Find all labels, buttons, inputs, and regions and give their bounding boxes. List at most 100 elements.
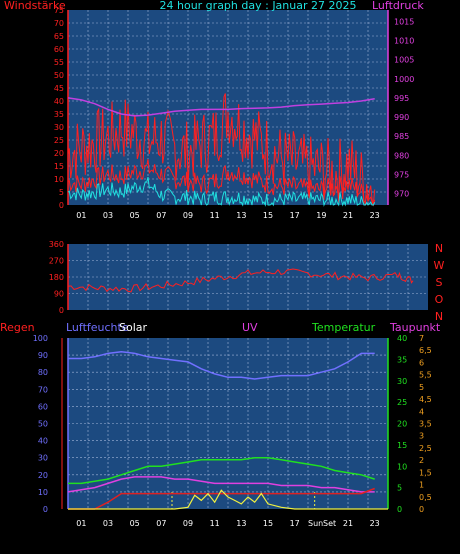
pressure-tick-label: 1010: [394, 37, 414, 46]
dewpoint-line: [67, 476, 375, 493]
compass-label: N: [435, 310, 443, 323]
pressure-tick-label: 980: [394, 151, 409, 160]
wind-x-tick-label: 07: [156, 211, 166, 220]
wind-x-tick-label: 01: [76, 211, 86, 220]
uv-label: UV: [242, 321, 258, 334]
uv-tick-label: 2: [419, 456, 424, 465]
wind-tick-label: 45: [54, 84, 64, 93]
wind-x-tick-label: 11: [210, 211, 220, 220]
compass-label: N: [435, 242, 443, 255]
uv-tick-label: 4: [419, 407, 424, 416]
humidity-tick-label: 80: [38, 368, 48, 377]
uv-tick-label: 6: [419, 358, 424, 367]
compass-label: O: [435, 293, 444, 306]
wind-tick-label: 60: [54, 45, 64, 54]
humidity-tick-label: 20: [38, 471, 48, 480]
direction-tick-label: 90: [54, 290, 64, 299]
temperature-tick-label: 25: [397, 398, 407, 407]
wind-tick-label: 40: [54, 97, 64, 106]
uv-tick-label: 0,5: [419, 493, 432, 502]
humidity-tick-label: 100: [33, 334, 48, 343]
uv-tick-label: 4,5: [419, 395, 432, 404]
wind-tick-label: 70: [54, 19, 64, 28]
temperature-tick-label: 10: [397, 462, 407, 471]
wind-tick-label: 35: [54, 110, 64, 119]
direction-tick-label: 180: [49, 273, 64, 282]
humidity-line: [68, 350, 375, 380]
humidity-tick-label: 40: [38, 437, 48, 446]
uv-tick-label: 1: [419, 481, 424, 490]
solar-label: Solar: [119, 321, 148, 334]
wind-tick-label: 20: [54, 149, 64, 158]
compass-label: S: [436, 276, 443, 289]
wind-tick-label: 5: [59, 188, 64, 197]
compass-label: W: [434, 259, 445, 272]
wind-tick-label: 25: [54, 136, 64, 145]
humidity-tick-label: 90: [38, 351, 48, 360]
pressure-tick-label: 1000: [394, 75, 414, 84]
pressure-tick-label: 975: [394, 170, 409, 179]
solar-line: [68, 489, 388, 510]
wind-tick-label: 0: [59, 201, 64, 210]
wind-tick-label: 65: [54, 32, 64, 41]
humidity-tick-label: 0: [43, 505, 48, 514]
temp-x-tick-label: 13: [236, 519, 246, 528]
wind-axis-title: Windstärke: [4, 0, 66, 12]
wind-gust-line: [67, 93, 376, 206]
temp-x-tick-label: 07: [156, 519, 166, 528]
uv-tick-label: 7: [419, 334, 424, 343]
pressure-tick-label: 990: [394, 113, 409, 122]
wind-tick-label: 10: [54, 175, 64, 184]
pressure-tick-label: 1005: [394, 56, 414, 65]
wind-x-tick-label: 13: [236, 211, 246, 220]
direction-tick-label: 360: [49, 240, 64, 249]
uv-tick-label: 3,5: [419, 420, 432, 429]
temp-x-tick-label: 23: [370, 519, 380, 528]
pressure-line: [67, 97, 375, 117]
wind-tick-label: 55: [54, 58, 64, 67]
temp-x-tick-label: 03: [103, 519, 113, 528]
wind-average-line: [67, 159, 376, 207]
temp-x-tick-label: 05: [130, 519, 140, 528]
pressure-tick-label: 995: [394, 94, 409, 103]
uv-tick-label: 6,5: [419, 346, 432, 355]
temp-x-tick-label: 21: [343, 519, 353, 528]
wind-x-tick-label: 21: [343, 211, 353, 220]
humidity-tick-label: 70: [38, 385, 48, 394]
wind-x-tick-label: 09: [183, 211, 193, 220]
pressure-tick-label: 985: [394, 132, 409, 141]
uv-tick-label: 5,5: [419, 371, 432, 380]
wind-x-tick-label: 15: [263, 211, 273, 220]
temperature-tick-label: 35: [397, 355, 407, 364]
wind-x-tick-label: 03: [103, 211, 113, 220]
temp-x-tick-label: 01: [76, 519, 86, 528]
uv-tick-label: 3: [419, 432, 424, 441]
humidity-label: Luftfeuchte: [66, 321, 129, 334]
humidity-tick-label: 10: [38, 488, 48, 497]
wind-tick-label: 15: [54, 162, 64, 171]
temperature-tick-label: 15: [397, 441, 407, 450]
uv-tick-label: 0: [419, 505, 424, 514]
wind-x-tick-label: 19: [316, 211, 326, 220]
temperature-tick-label: 40: [397, 334, 407, 343]
sunset-label: Set: [323, 519, 336, 528]
rain-label: Regen: [0, 321, 35, 334]
temperature-tick-label: 30: [397, 377, 407, 386]
wind-x-tick-label: 05: [130, 211, 140, 220]
wind-x-tick-label: 23: [370, 211, 380, 220]
wind-direction-line: [67, 268, 414, 293]
wind-tick-label: 30: [54, 123, 64, 132]
pressure-tick-label: 1015: [394, 17, 414, 26]
pressure-tick-label: 970: [394, 190, 409, 199]
temperature-tick-label: 20: [397, 420, 407, 429]
humidity-tick-label: 60: [38, 402, 48, 411]
direction-tick-label: 270: [49, 257, 64, 266]
temp-x-tick-label: 15: [263, 519, 273, 528]
pressure-axis-title: Luftdruck: [372, 0, 424, 12]
wind-tick-label: 50: [54, 71, 64, 80]
temp-x-tick-label: 17: [290, 519, 300, 528]
direction-tick-label: 0: [59, 306, 64, 315]
chart-title: 24 hour graph day : Januar 27 2025: [160, 0, 357, 12]
temp-x-tick-label: 11: [210, 519, 220, 528]
